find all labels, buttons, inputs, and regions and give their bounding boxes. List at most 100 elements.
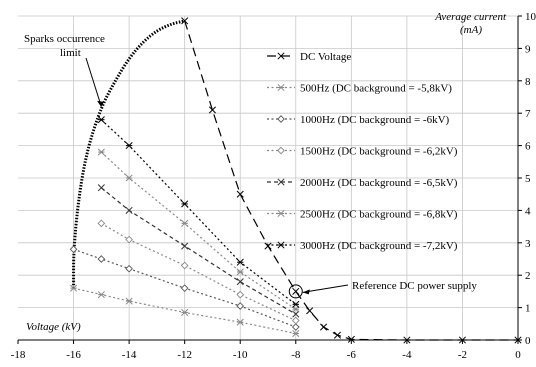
y-tick-label: 7 — [525, 108, 531, 120]
data-point-3 — [180, 284, 189, 292]
legend-marker-2 — [277, 83, 285, 92]
data-point-3 — [125, 264, 133, 273]
data-point-4 — [180, 261, 189, 270]
series-line-2 — [73, 287, 296, 335]
data-point-6 — [181, 219, 189, 227]
data-point-5 — [181, 242, 189, 250]
x-tick-label: -2 — [458, 349, 467, 361]
data-point-1 — [264, 242, 272, 250]
annotation-sparks-arrowhead — [97, 100, 105, 107]
data-point-7 — [97, 116, 105, 124]
data-point-7 — [125, 142, 133, 150]
legend-marker-5 — [277, 178, 285, 186]
y-tick-label: 8 — [525, 76, 531, 88]
axes: -18 -16 -14 -12 -10 -8 -6 -4 -2 00 1 2 3 4 5 6 7 8 9 10 Volt… — [11, 11, 536, 361]
y-tick-label: 9 — [525, 43, 531, 55]
data-point-1 — [236, 190, 244, 198]
legend-entry-1: DC Voltage — [300, 51, 351, 63]
data-point-1 — [306, 307, 314, 315]
legend: DC Voltage 500Hz (DC background = -5,8kV)… — [267, 51, 458, 252]
y-tick-label: 3 — [525, 238, 531, 250]
legend-marker-1 — [277, 52, 285, 60]
data-point-4 — [291, 316, 300, 325]
series-line-1 — [184, 20, 518, 341]
annotations: Sparks occurrence limit Reference DC power… — [24, 33, 477, 299]
data-point-4 — [125, 235, 133, 244]
data-point-2 — [70, 284, 78, 292]
x-tick-label: -10 — [233, 349, 248, 361]
data-point-1 — [320, 323, 328, 331]
data-point-5 — [236, 278, 244, 286]
data-point-1 — [403, 336, 411, 344]
markers-group — [69, 17, 522, 344]
y-axis-title-line: Average current — [434, 11, 507, 23]
data-point-5 — [97, 184, 105, 192]
y-tick-label: 10 — [525, 11, 536, 23]
data-point-2 — [181, 308, 189, 317]
x-tick-label: -14 — [122, 349, 137, 361]
data-point-3 — [97, 255, 106, 263]
data-point-1 — [181, 17, 189, 25]
data-point-2 — [97, 291, 105, 299]
legend-entry-2: 500Hz (DC background = -5,8kV) — [300, 83, 452, 95]
series-line-4 — [100, 222, 297, 322]
data-point-4 — [236, 290, 245, 299]
data-point-1 — [347, 335, 355, 343]
sparks-limit-curve — [72, 19, 186, 289]
data-point-1 — [514, 336, 522, 344]
data-point-6 — [236, 268, 244, 276]
y-tick-label: 5 — [525, 173, 531, 185]
legend-entry-7: 3000Hz (DC background = -7,2kV) — [300, 240, 458, 252]
data-point-1 — [208, 106, 216, 114]
data-point-7 — [292, 300, 300, 308]
x-tick-label: -18 — [11, 349, 26, 361]
annotation-sparks-limit-line: limit — [60, 47, 81, 59]
annotation-reference-arrowhead — [302, 289, 310, 295]
data-point-3 — [236, 302, 245, 310]
grid — [18, 15, 518, 340]
x-tick-label: -4 — [402, 349, 412, 361]
data-point-3 — [291, 323, 300, 331]
y-axis-title-line: (mA) — [460, 24, 482, 36]
legend-entry-4: 1500Hz (DC background = -6,2kV) — [300, 146, 458, 158]
data-point-1 — [333, 331, 341, 339]
data-point-7 — [181, 200, 189, 208]
x-tick-label: -16 — [66, 349, 81, 361]
data-point-1 — [292, 287, 300, 295]
legend-marker-7 — [277, 241, 285, 249]
annotation-reference-arrow — [302, 284, 349, 293]
x-tick-label: -8 — [291, 349, 301, 361]
annotation-sparks-limit: Sparks occurrence limit — [24, 33, 105, 59]
series-line-5 — [100, 187, 297, 315]
y-axis-title: Average current (mA) — [434, 11, 507, 36]
data-point-4 — [97, 219, 106, 228]
data-point-2 — [292, 329, 300, 338]
legend-marker-4 — [277, 146, 285, 155]
legend-marker-3 — [277, 115, 285, 123]
x-tick-label: -6 — [347, 349, 357, 361]
data-point-3 — [69, 245, 78, 254]
y-tick-label: 6 — [525, 141, 531, 153]
x-tick-label: 0 — [515, 349, 521, 361]
data-point-2 — [236, 318, 244, 326]
data-point-5 — [125, 206, 133, 214]
x-axis-title: Voltage (kV) — [26, 321, 81, 333]
x-tick-label: -12 — [177, 349, 192, 361]
y-tick-label: 0 — [525, 335, 531, 347]
reference-circle — [288, 284, 303, 299]
annotation-sparks-arrow — [85, 57, 102, 107]
y-tick-label: 2 — [525, 270, 531, 282]
series-line-6 — [100, 151, 297, 310]
y-tick-label: 4 — [525, 205, 531, 217]
series-line-3 — [73, 248, 297, 328]
data-point-7 — [236, 258, 244, 266]
legend-entry-6: 2500Hz (DC background = -6,8kV) — [300, 209, 458, 221]
data-point-6 — [97, 148, 105, 156]
legend-entry-5: 2000Hz (DC background = -6,5kV) — [300, 177, 458, 189]
legend-entry-3: 1000Hz (DC background = -6kV) — [300, 114, 450, 126]
annotation-sparks-limit-line: Sparks occurrence — [24, 33, 105, 45]
data-point-2 — [125, 297, 133, 305]
legend-marker-6 — [277, 209, 285, 218]
data-point-6 — [125, 174, 133, 182]
